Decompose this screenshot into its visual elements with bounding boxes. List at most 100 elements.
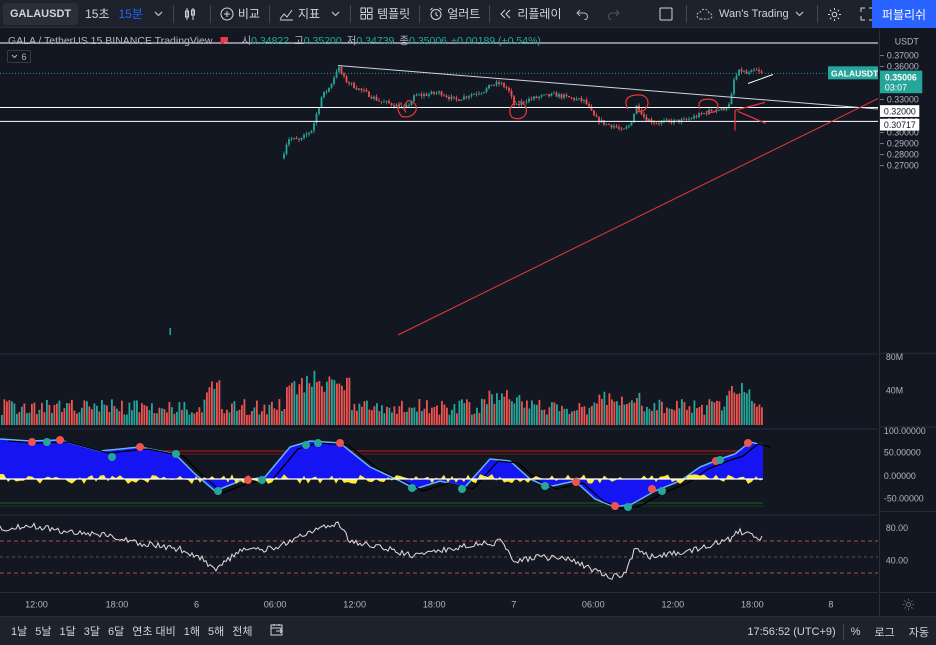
volume-bar	[551, 402, 553, 425]
volume-bar	[73, 410, 76, 425]
signal-dot	[458, 485, 466, 493]
volume-bar	[6, 401, 8, 425]
volume-bar	[491, 394, 493, 425]
volume-bar	[676, 400, 678, 425]
candle-body	[540, 95, 543, 97]
volume-bar	[653, 403, 656, 425]
volume-bar	[198, 407, 201, 425]
range-button[interactable]: 5날	[35, 626, 52, 638]
candle-body	[435, 92, 438, 94]
price-chart[interactable]: GALAUSDT	[0, 29, 878, 592]
settings-button[interactable]	[820, 0, 853, 28]
drawing-curve[interactable]	[698, 98, 719, 114]
indicators-button[interactable]: 지표	[272, 0, 327, 28]
interval-15m-button[interactable]: 15분	[118, 7, 143, 21]
drawings-group[interactable]	[397, 94, 767, 131]
candle-body	[330, 84, 333, 88]
volume-bar	[696, 408, 698, 425]
replay-button[interactable]: 리플레이	[492, 0, 568, 28]
volume-bar	[573, 410, 576, 425]
volume-bar	[196, 411, 198, 425]
drawing-curve[interactable]	[509, 100, 527, 120]
volume-bar	[91, 409, 93, 425]
templates-button[interactable]: 템플릿	[353, 0, 417, 28]
candle-body	[623, 128, 625, 130]
indicators-icon	[279, 9, 293, 20]
publish-button[interactable]: 퍼블리쉬	[872, 0, 936, 28]
divider	[209, 4, 211, 23]
volume-bar	[268, 404, 271, 425]
drawing-arrow[interactable]	[734, 101, 767, 131]
signal-dot	[43, 438, 51, 446]
line-price-tag[interactable]	[880, 118, 920, 131]
trendline-resistance[interactable]	[337, 65, 878, 110]
range-button[interactable]: 연초 대비	[132, 626, 176, 638]
candle-body	[455, 97, 458, 100]
signal-dot	[648, 485, 656, 493]
fullscreen-layout-button[interactable]	[652, 0, 684, 28]
line-price-tag[interactable]	[880, 105, 920, 117]
volume-bar	[281, 410, 283, 425]
volume-bar	[628, 402, 631, 425]
oscillator-label: 50.00000	[884, 447, 921, 457]
volume-bar	[313, 370, 316, 425]
volume-bar	[726, 395, 728, 425]
range-button[interactable]: 1해	[183, 626, 201, 638]
drawing-curve[interactable]	[397, 99, 417, 118]
range-button[interactable]: 5해	[208, 626, 225, 638]
range-button[interactable]: 1달	[59, 626, 76, 638]
trendline-small[interactable]	[747, 74, 774, 84]
candle-body	[410, 100, 413, 105]
volume-bar	[541, 409, 543, 425]
interval-dropdown[interactable]	[150, 0, 171, 28]
drawing-curve[interactable]	[625, 94, 649, 113]
layout-name-button[interactable]: Wan's Trading	[689, 0, 815, 28]
volume-bar	[591, 405, 593, 425]
range-button[interactable]: 3달	[83, 626, 100, 638]
candle-body	[338, 66, 340, 72]
log-toggle[interactable]: 로그	[874, 626, 895, 639]
volume-bar	[391, 412, 393, 425]
percent-toggle[interactable]: %	[850, 625, 861, 638]
price-axis[interactable]: USDT0.370000.360000.340000.330000.310000…	[879, 29, 936, 592]
signal-dot	[244, 476, 252, 484]
legend-high: 0.35200	[303, 34, 342, 47]
interval-15s-button[interactable]: 15초	[85, 7, 110, 21]
auto-toggle[interactable]: 자동	[908, 626, 929, 639]
signal-dot	[302, 441, 310, 449]
candle-body	[495, 82, 498, 85]
redo-button[interactable]	[600, 0, 631, 28]
undo-button[interactable]	[569, 0, 600, 28]
candle-body	[505, 86, 508, 89]
axis-settings-button[interactable]	[879, 592, 936, 616]
divider	[268, 4, 270, 23]
candle-body	[490, 84, 493, 86]
volume-bar	[96, 405, 98, 425]
range-button[interactable]: 1날	[11, 626, 28, 638]
range-button[interactable]: 6달	[108, 626, 125, 638]
trendline-support[interactable]	[397, 98, 878, 336]
volume-bar	[116, 408, 118, 425]
compare-button[interactable]: 비교	[213, 0, 267, 28]
volume-bar	[441, 400, 443, 425]
candle-body	[755, 69, 758, 71]
chart-type-button[interactable]	[176, 0, 208, 28]
volume-bar	[681, 399, 683, 425]
collapse-indicators-button[interactable]: 6	[7, 50, 31, 63]
clock[interactable]: 17:56:52 (UTC+9)	[747, 625, 836, 638]
candle-body	[593, 110, 595, 116]
indicators-dropdown[interactable]	[327, 0, 348, 28]
candle-body	[558, 94, 560, 97]
volume-bar	[181, 409, 183, 425]
volume-bar	[703, 414, 706, 425]
volume-bar	[446, 407, 448, 425]
candle-body	[450, 96, 453, 100]
goto-date-button[interactable]	[265, 623, 289, 639]
flag-icon[interactable]	[220, 36, 229, 45]
time-axis[interactable]: 12:00 18:00 6 06:00 12:00 18:00 7 06:00 12:00 18:…	[0, 592, 878, 616]
signal-dot	[28, 438, 36, 446]
candle-body	[500, 83, 503, 84]
alerts-button[interactable]: 얼러트	[422, 0, 487, 28]
symbol-search-button[interactable]: GALAUSDT	[3, 2, 79, 25]
range-button[interactable]: 전체	[232, 626, 253, 638]
